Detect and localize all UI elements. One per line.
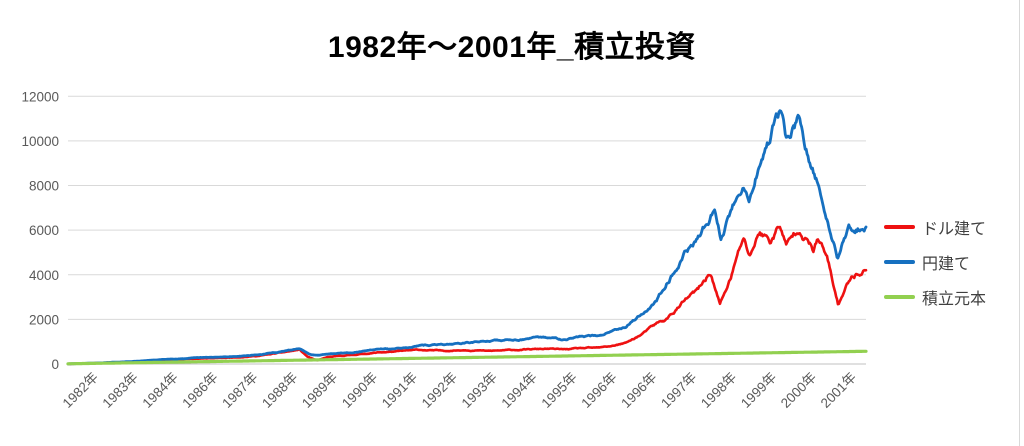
legend-swatch [884, 224, 915, 229]
series-line [66, 109, 868, 366]
legend-item-yen: 円建て [884, 244, 1016, 279]
x-tick-label: 1984年 [139, 370, 180, 411]
y-tick-label: 6000 [29, 223, 59, 238]
legend: ドル建て 円建て 積立元本 [884, 209, 1016, 314]
legend-label: 積立元本 [922, 290, 987, 308]
x-tick-label: 1997年 [658, 370, 699, 411]
x-tick-label: 1986年 [179, 370, 220, 411]
x-tick-label: 1996年 [618, 370, 659, 411]
x-tick-label: 1990年 [339, 370, 380, 411]
x-tick-label: 1999年 [738, 370, 779, 411]
y-tick-label: 10000 [21, 134, 59, 149]
y-tick-label: 2000 [29, 312, 59, 327]
x-tick-label: 1983年 [100, 370, 141, 411]
legend-item-principal: 積立元本 [884, 279, 1016, 314]
x-tick-label: 1991年 [379, 370, 420, 411]
legend-label: ドル建て [922, 220, 987, 238]
series-line [66, 349, 868, 366]
x-tick-label: 1993年 [459, 370, 500, 411]
legend-label: 円建て [922, 255, 971, 273]
legend-item-dollar: ドル建て [884, 209, 1016, 244]
y-tick-label: 0 [51, 357, 59, 372]
chart-title: 1982年〜2001年_積立投資 [327, 31, 697, 64]
x-tick-label: 1995年 [538, 370, 579, 411]
y-tick-label: 8000 [29, 179, 59, 194]
x-tick-label: 2000年 [778, 370, 819, 411]
legend-swatch [884, 294, 915, 299]
y-tick-label: 12000 [21, 89, 59, 104]
x-tick-label: 2001年 [818, 370, 859, 411]
x-tick-label: 1996年 [578, 370, 619, 411]
x-tick-label: 1988年 [259, 370, 300, 411]
window-edge [1019, 0, 1020, 446]
x-tick-label: 1998年 [698, 370, 739, 411]
x-tick-label: 1989年 [299, 370, 340, 411]
x-tick-label: 1982年 [60, 370, 101, 411]
x-tick-label: 1987年 [219, 370, 260, 411]
legend-swatch [884, 259, 915, 264]
y-tick-label: 4000 [29, 268, 59, 283]
x-tick-label: 1992年 [419, 370, 460, 411]
x-tick-label: 1994年 [499, 370, 540, 411]
